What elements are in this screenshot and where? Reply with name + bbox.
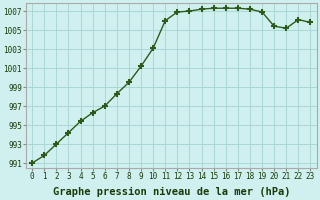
X-axis label: Graphe pression niveau de la mer (hPa): Graphe pression niveau de la mer (hPa) [52, 186, 290, 197]
